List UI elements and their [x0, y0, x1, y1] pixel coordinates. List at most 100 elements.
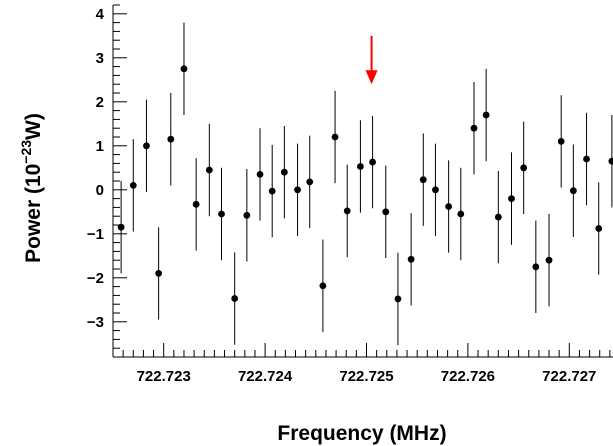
point-marker	[520, 164, 528, 172]
data-point	[167, 93, 175, 186]
point-marker	[331, 133, 339, 141]
point-marker	[155, 270, 163, 277]
x-tick-label: 722.726	[441, 368, 495, 385]
y-axis-title-exponent: −23	[18, 140, 34, 164]
point-marker	[180, 65, 188, 73]
data-point	[482, 68, 490, 162]
point-marker	[494, 213, 502, 221]
point-marker	[470, 124, 478, 132]
data-point	[520, 121, 528, 214]
point-marker	[608, 157, 613, 165]
data-point	[595, 182, 603, 275]
data-point	[357, 120, 364, 213]
point-marker	[545, 256, 553, 264]
data-point	[143, 99, 150, 192]
point-marker	[595, 225, 603, 232]
data-point	[432, 143, 439, 236]
data-point	[557, 95, 565, 188]
x-tick-label: 722.723	[137, 368, 191, 385]
data-point	[608, 115, 613, 208]
data-point	[294, 143, 301, 236]
data-point	[407, 213, 415, 306]
y-axis-title-suffix: W)	[22, 113, 45, 140]
point-marker	[218, 210, 225, 218]
point-marker	[432, 186, 439, 194]
y-axis: −3 −2 −1 0 1 2 3 4	[87, 4, 127, 349]
point-marker	[294, 186, 301, 194]
data-point	[205, 123, 213, 217]
y-tick-label: 3	[96, 50, 104, 67]
y-tick-label: 2	[96, 94, 104, 111]
data-point	[343, 164, 351, 258]
data-point	[306, 135, 314, 229]
data-point	[117, 181, 125, 274]
point-marker	[129, 182, 137, 189]
data-point	[243, 169, 251, 262]
x-axis: 722.723 722.724 722.725 722.726 722.727	[112, 343, 611, 385]
annotation-arrow	[365, 35, 378, 85]
point-marker	[280, 168, 288, 176]
data-point	[419, 133, 427, 226]
point-marker	[394, 295, 402, 303]
point-marker	[382, 208, 390, 216]
data-point	[180, 22, 188, 115]
point-marker	[319, 282, 327, 290]
y-axis-title-prefix: Power (10	[22, 164, 45, 263]
data-point	[256, 128, 264, 221]
x-tick-label: 722.725	[339, 368, 393, 385]
point-marker	[243, 211, 251, 219]
point-marker	[532, 263, 540, 271]
point-marker	[256, 171, 264, 178]
point-marker	[306, 178, 314, 186]
x-axis-title: Frequency (MHz)	[277, 422, 446, 445]
point-marker	[508, 195, 515, 203]
data-point	[319, 239, 327, 332]
point-marker	[583, 155, 590, 163]
data-point	[280, 126, 288, 219]
y-tick-label: −3	[87, 314, 104, 331]
data-point	[532, 220, 540, 313]
data-point	[508, 152, 515, 245]
data-point	[231, 252, 239, 345]
data-point	[545, 214, 553, 307]
point-marker	[407, 255, 415, 263]
point-marker	[231, 295, 239, 302]
data-point	[155, 227, 163, 320]
point-marker	[445, 203, 453, 210]
point-marker	[205, 166, 213, 174]
y-tick-label: −2	[87, 270, 104, 287]
data-point	[445, 160, 453, 253]
data-point	[129, 139, 137, 232]
y-tick-label: 0	[96, 182, 104, 199]
data-point	[369, 115, 376, 209]
point-marker	[343, 207, 351, 215]
data-point	[494, 170, 502, 264]
y-axis-title: Power (10−23W)	[18, 113, 45, 263]
data-point	[457, 167, 465, 261]
data-point	[268, 144, 276, 238]
point-marker	[557, 138, 565, 145]
y-tick-label: 1	[96, 138, 104, 155]
y-tick-label: 4	[96, 6, 105, 23]
data-point	[569, 144, 577, 237]
y-tick-label: −1	[87, 226, 104, 243]
data-point	[394, 252, 402, 346]
point-marker	[419, 176, 427, 184]
arrow-head	[365, 70, 378, 85]
data-point	[218, 167, 225, 261]
x-tick-label: 722.724	[238, 368, 293, 385]
point-marker	[457, 210, 465, 218]
point-marker	[192, 200, 200, 208]
point-marker	[482, 111, 490, 119]
data-points	[117, 22, 613, 346]
point-marker	[569, 187, 577, 195]
point-marker	[357, 163, 364, 170]
point-marker	[117, 223, 125, 231]
data-point	[382, 165, 390, 258]
x-tick-label: 722.727	[542, 368, 596, 385]
data-point	[331, 90, 339, 184]
point-marker	[143, 142, 150, 150]
data-point	[583, 112, 590, 206]
point-marker	[369, 158, 376, 166]
